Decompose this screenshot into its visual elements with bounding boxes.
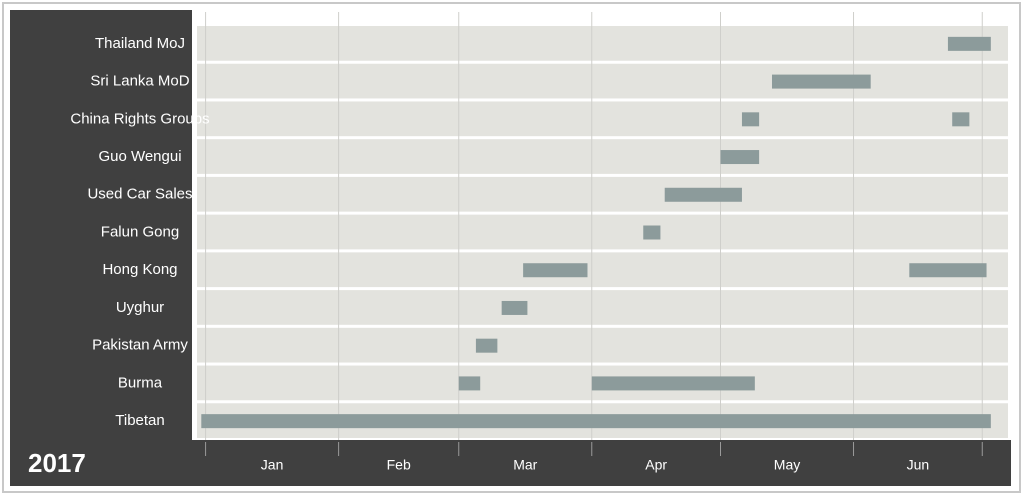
row-band	[197, 290, 1008, 325]
axis-panel	[10, 440, 1011, 486]
row-label: Burma	[118, 374, 163, 391]
span-bar	[952, 112, 970, 127]
span-bar	[909, 263, 987, 278]
row-label: Falun Gong	[101, 223, 179, 240]
span-bar	[591, 376, 755, 391]
row-band	[197, 252, 1008, 288]
span-bar	[643, 225, 661, 240]
row-label: Hong Kong	[102, 261, 177, 278]
x-tick-label: Mar	[513, 457, 537, 473]
span-bar	[947, 36, 991, 51]
span-bar	[501, 300, 528, 315]
span-bar	[741, 112, 760, 127]
row-band	[197, 176, 1008, 212]
row-label: Pakistan Army	[92, 337, 188, 354]
chart-title: 2017	[28, 448, 86, 478]
x-tick-label: Jun	[907, 457, 930, 473]
row-band	[197, 63, 1008, 99]
x-tick-label: Apr	[645, 457, 667, 473]
span-bar	[523, 263, 588, 278]
span-bar	[720, 150, 760, 165]
span-bar	[771, 74, 871, 89]
row-label: Tibetan	[115, 412, 164, 429]
row-band	[197, 214, 1008, 250]
row-band	[197, 101, 1008, 137]
x-tick-label: Feb	[387, 457, 411, 473]
row-label: China Rights Groups	[70, 110, 209, 127]
row-label: Used Car Sales	[87, 186, 192, 203]
row-label: Thailand MoJ	[95, 35, 185, 52]
span-bar	[458, 376, 481, 391]
span-bar	[201, 414, 991, 429]
row-band	[197, 327, 1008, 363]
span-bar	[664, 187, 742, 202]
row-band	[197, 26, 1008, 61]
x-tick-label: May	[774, 457, 800, 473]
row-label: Sri Lanka MoD	[90, 73, 189, 90]
row-label: Uyghur	[116, 299, 164, 316]
row-label: Guo Wengui	[98, 148, 181, 165]
row-band	[197, 139, 1008, 174]
x-tick-label: Jan	[261, 457, 284, 473]
span-bar	[475, 338, 498, 353]
label-panel	[10, 10, 192, 486]
